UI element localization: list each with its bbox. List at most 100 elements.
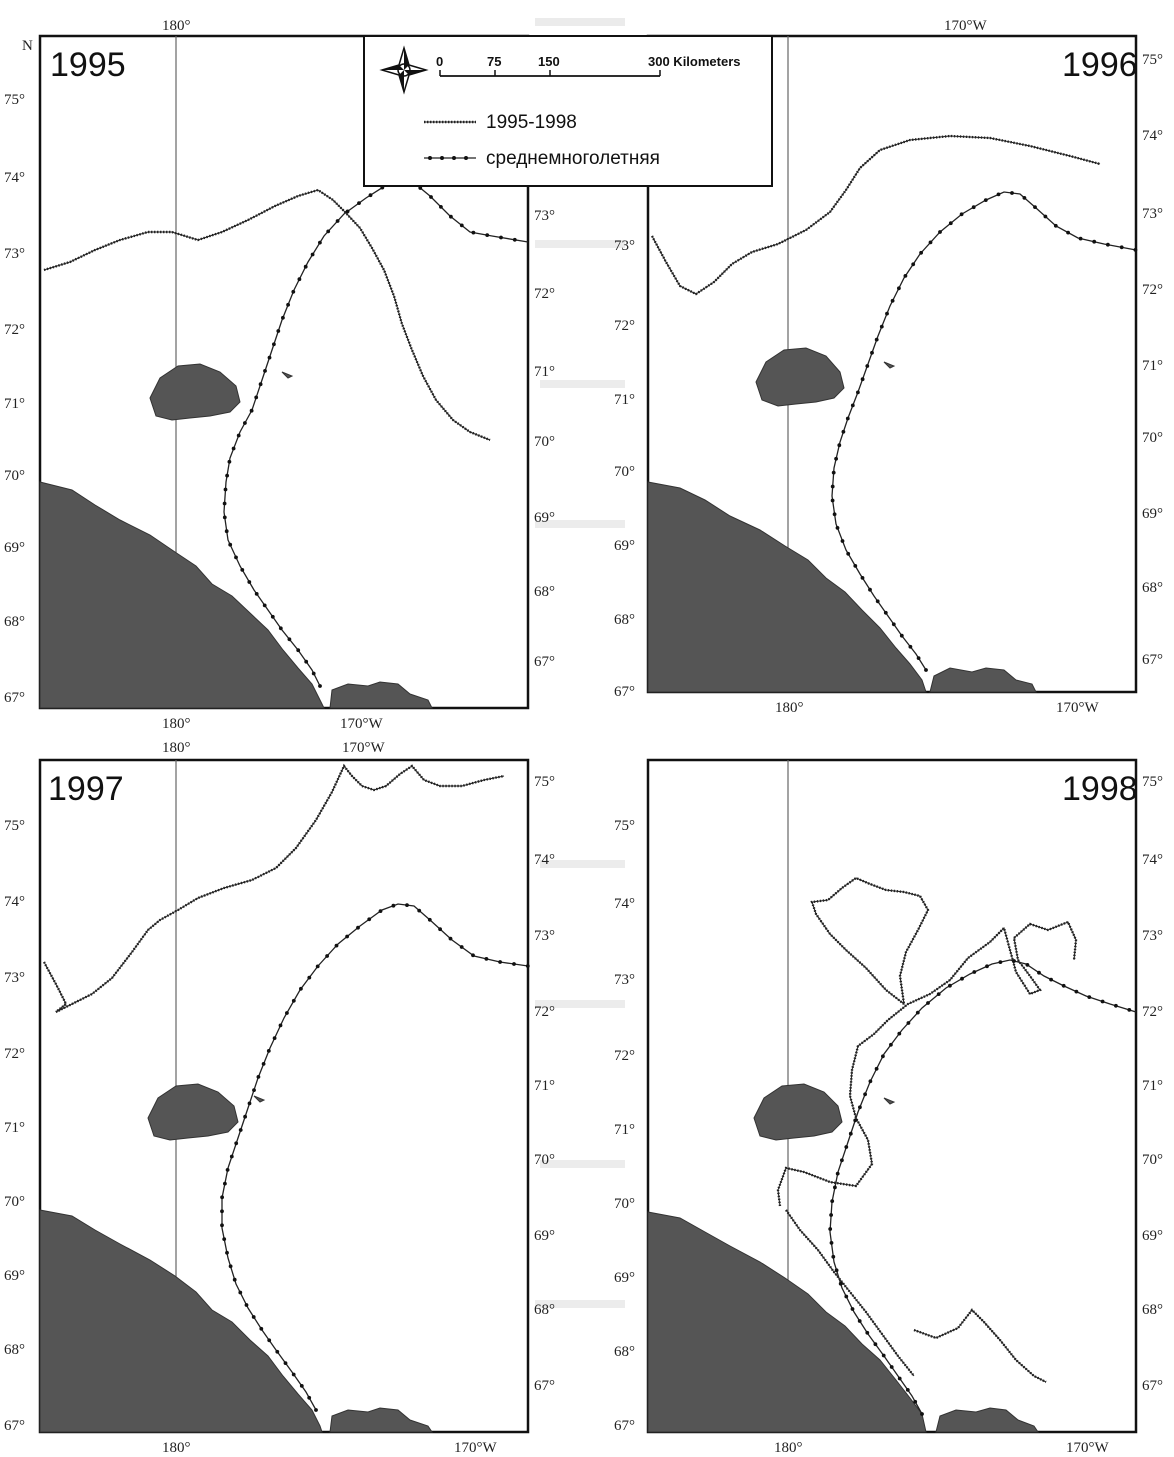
mean-ice-edge-dot [278,626,283,631]
lat-tick: 75° [614,818,635,834]
mean-ice-edge-dot [367,917,372,922]
mean-ice-edge-dot [881,1353,886,1358]
mean-ice-edge-dot [983,198,988,203]
mean-ice-edge-dot [868,587,872,592]
mean-ice-edge-dot [512,237,517,242]
mean-ice-edge-dot [285,1011,289,1015]
lat-tick: 73° [534,928,555,944]
lat-tick: 68° [614,1344,635,1360]
lat-tick: 74° [614,896,635,912]
mean-ice-edge-dot [418,186,423,190]
mean-ice-edge-dot [936,992,941,996]
mean-ice-edge-dot [307,975,312,980]
mean-ice-edge-dot [828,1227,833,1231]
map-panel-1997 [38,758,530,1434]
lat-tick: 70° [534,434,555,450]
mean-ice-edge-dot [938,230,942,234]
mean-ice-edge-dot [948,221,953,226]
mean-ice-edge-dot [1037,970,1041,975]
mean-ice-edge-dot [287,637,292,642]
lat-tick: 72° [1142,282,1163,298]
mean-ice-edge-dot [920,1412,924,1416]
mean-ice-edge-dot [307,1395,312,1400]
scale-label-150: 150 [538,54,560,69]
mean-ice-edge-dot [1114,1003,1118,1008]
lon-tick-170w: 170°W [1056,700,1099,716]
lat-tick: 75° [1142,52,1163,68]
mean-ice-edge-dot [1012,959,1016,963]
mean-ice-edge-dot [1061,983,1066,988]
lat-tick: 75° [1142,774,1163,790]
alaska-coast [929,667,1037,693]
mean-ice-edge-dot [1053,223,1058,228]
lat-tick: 70° [4,1194,25,1210]
lat-tick: 69° [4,540,25,556]
mean-ice-edge-dot [835,526,840,530]
mean-ice-edge [830,191,1138,672]
mean-ice-edge-dot [252,1088,256,1092]
lat-tick: 69° [614,1270,635,1286]
mean-ice-edge-dot [837,443,842,448]
mean-ice-edge-dot [831,470,836,475]
mean-ice-edge-dot [228,1264,233,1269]
mean-ice-edge-dot [267,355,272,360]
mean-ice-edge-dot [1106,242,1110,247]
mean-ice-edge-dot [848,1131,853,1136]
lat-tick: 73° [4,970,25,986]
mean-ice-edge-dot [299,986,303,991]
lat-tick: 68° [534,1302,555,1318]
mean-ice-edge-dot [829,1241,834,1245]
lat-tick: 67° [614,1418,635,1434]
lat-tick: 68° [1142,580,1163,596]
mean-ice-edge-dot [225,1168,230,1172]
mean-ice-edge-dot [220,1223,224,1228]
lon-tick-180: 180° [162,740,191,756]
mean-ice-edge-dot [499,235,503,240]
mean-ice-edge-dot [378,909,383,913]
lat-tick: 72° [1142,1004,1163,1020]
mean-ice-edge [828,959,1137,1416]
mean-ice-edge-dot [860,377,865,382]
mean-ice-edge-dot [913,1399,918,1404]
mean-ice-edge-dot [1074,989,1079,994]
mean-ice-edge-dot [1025,963,1030,967]
mean-ice-edge-dot [865,1330,870,1335]
mean-ice-edge-dot [833,1185,837,1190]
mean-ice-edge-dot [1022,196,1027,200]
lon-tick-180: 180° [774,1440,803,1456]
mean-ice-edge-dot [243,1114,248,1119]
mean-ice-edge-dot [838,1281,843,1286]
mean-ice-edge-dot [485,233,490,238]
lon-tick-170w: 170°W [340,716,383,732]
lat-tick: 67° [1142,1378,1163,1394]
lon-tick-170w: 170°W [454,1440,497,1456]
mean-ice-edge-dot [1087,995,1092,999]
mean-ice-edge-dot [875,599,880,604]
mean-ice-edge-dot [897,1376,902,1381]
mean-ice-edge-dot [1092,239,1097,244]
lat-tick: 71° [1142,358,1163,374]
lat-tick: 72° [614,1048,635,1064]
mean-ice-edge-dot [1010,191,1014,195]
mean-ice-edge-dot [223,1181,227,1186]
map-panel-1998 [646,758,1138,1434]
lat-tick: 70° [614,464,635,480]
wrangel-island [753,1083,843,1141]
wrangel-island [147,1083,239,1141]
mean-ice-edge-dot [874,1066,879,1071]
herald-island [253,1095,266,1103]
panel-1997-text: 1997 180° 170°W 180° 170°W 75° 74° 73° 7… [4,740,555,1456]
lat-tick: 67° [534,654,555,670]
legend-entry-mean: среднемноголетняя [424,148,660,169]
mean-ice-edge-dot [928,240,933,245]
mean-ice-edge-dot [266,1049,271,1053]
mean-ice-edge-dot [996,192,1001,197]
lat-tick: 75° [534,774,555,790]
mean-ice-edge-dot [919,250,923,255]
mean-ice-edge-dot [261,1062,266,1066]
map-legend: 0 75 150 300 Kilometers 1995-1998 средне… [363,35,773,187]
alaska-coast [329,1407,433,1433]
mean-ice-edge-dot [240,568,245,572]
lat-tick: 67° [534,1378,555,1394]
